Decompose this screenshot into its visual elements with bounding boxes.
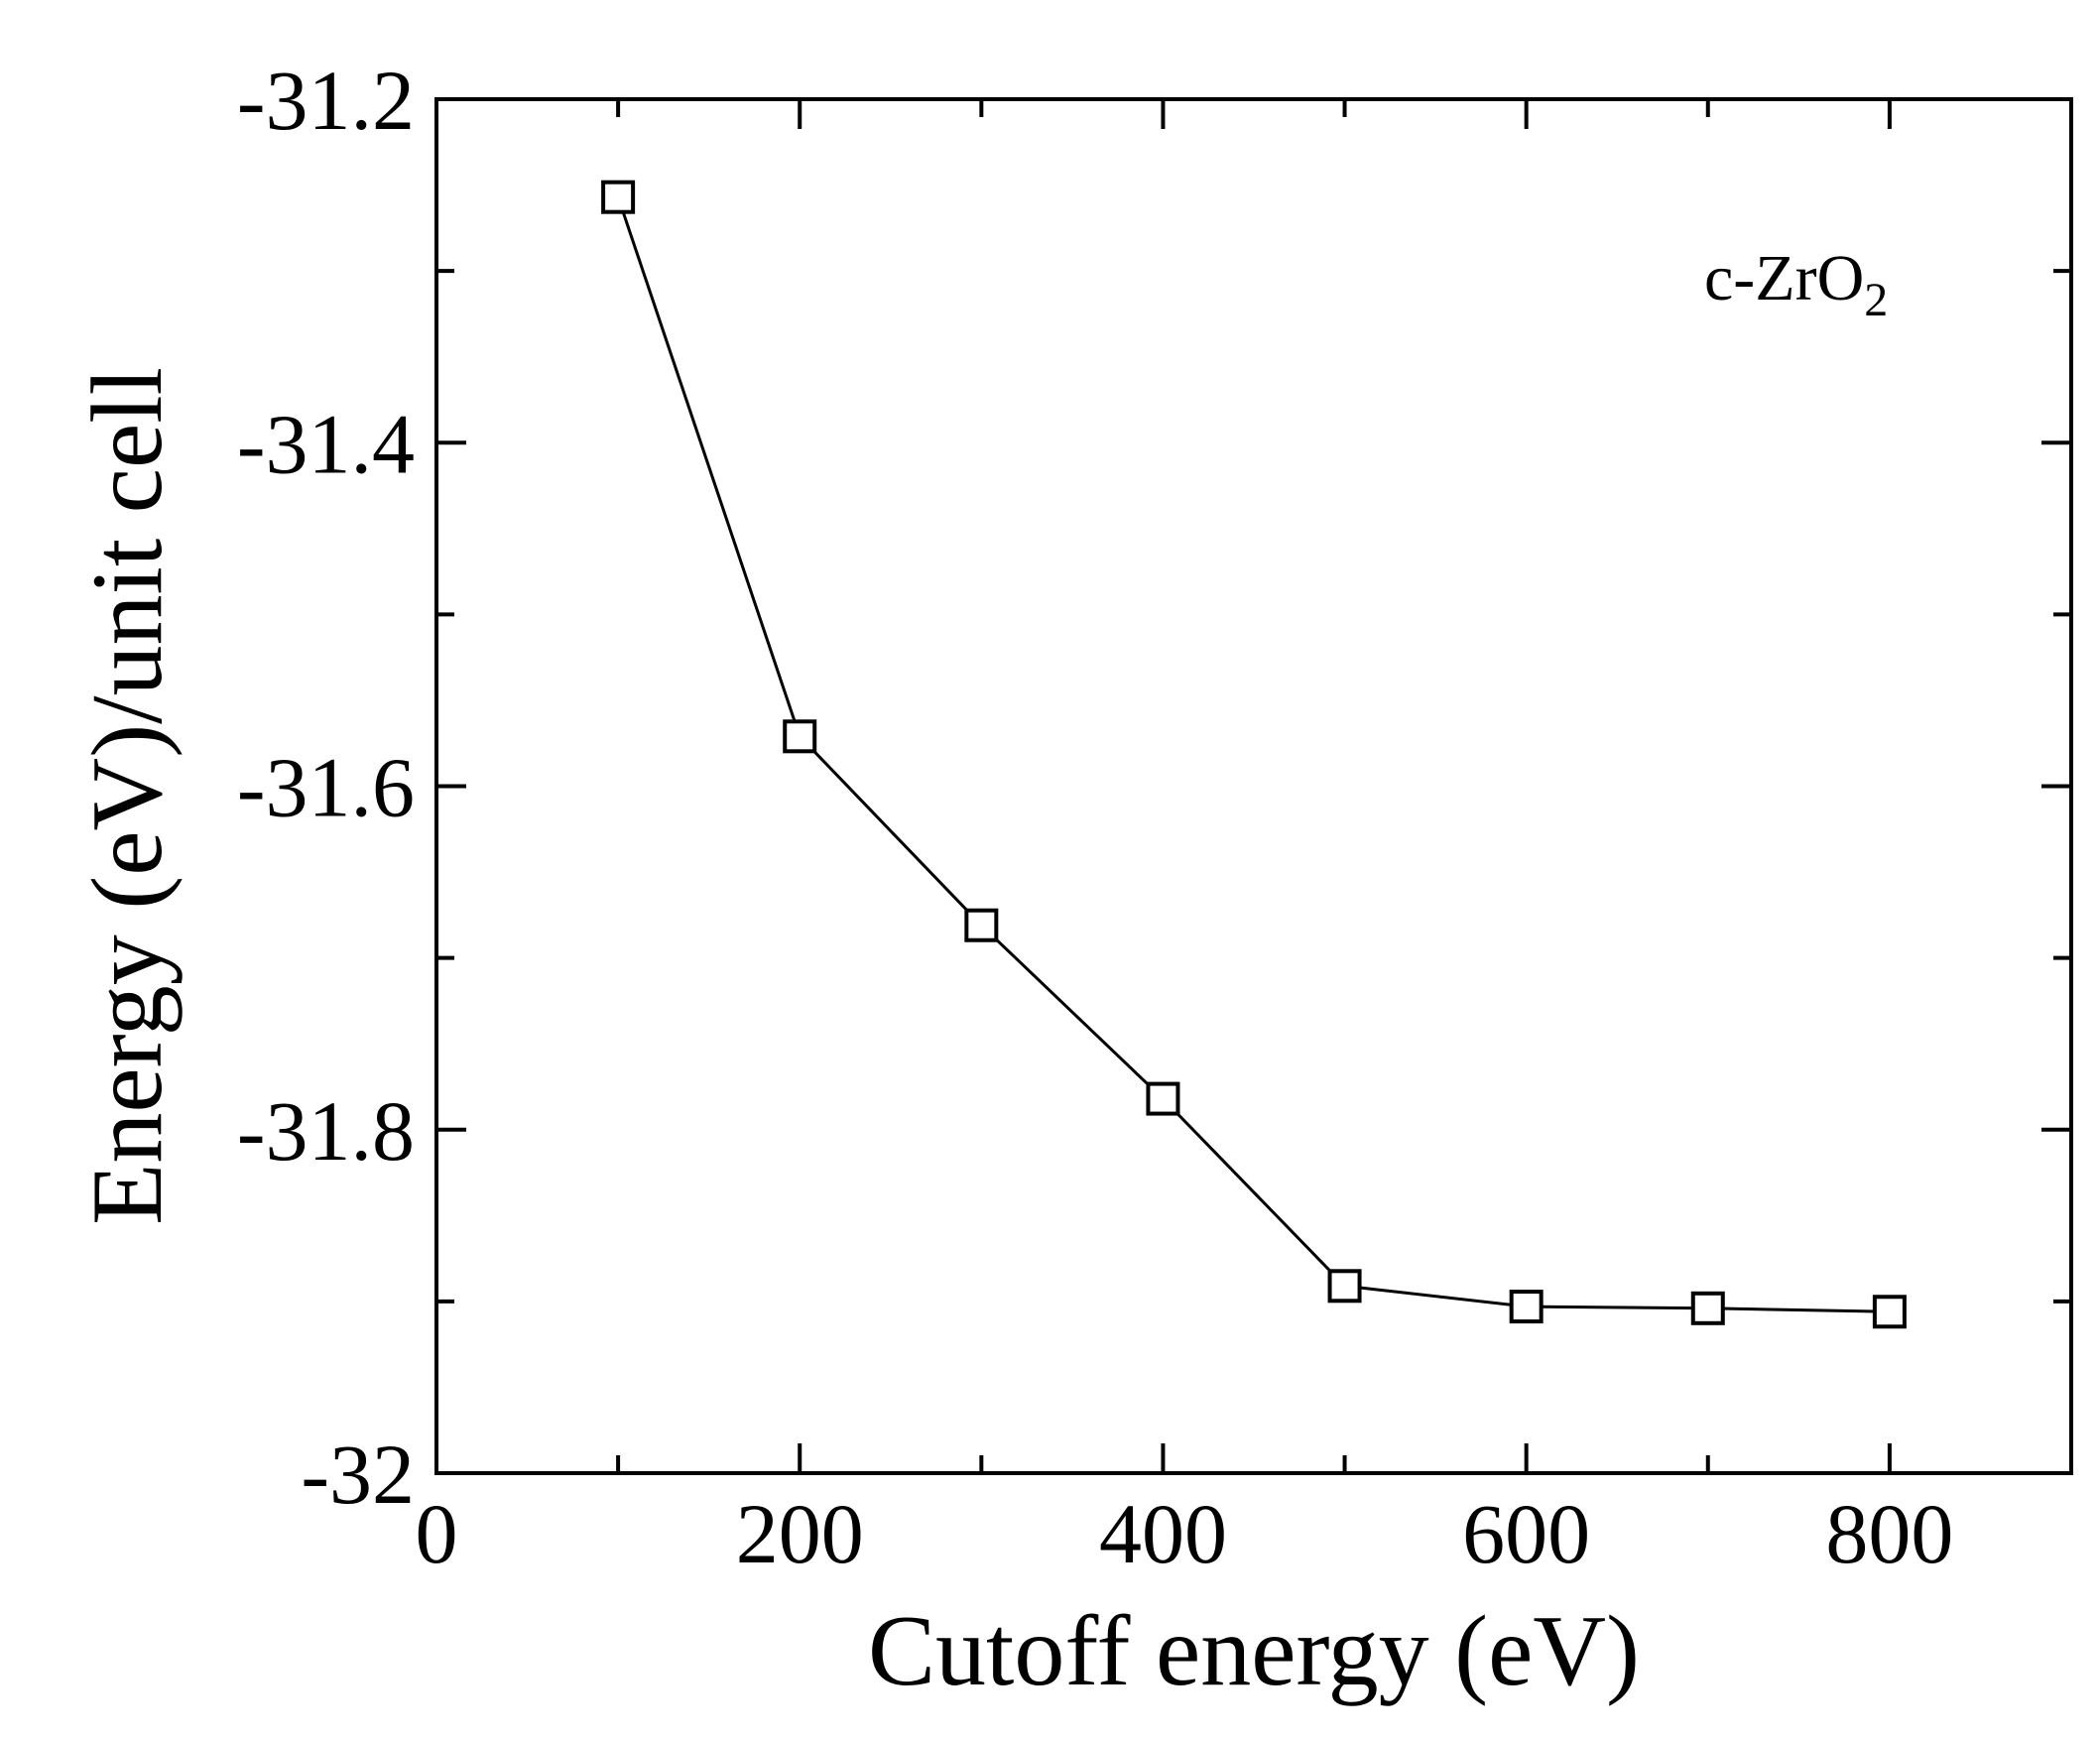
y-axis-title: Energy (eV)/unit cell bbox=[71, 367, 184, 1225]
x-tick-label: 400 bbox=[1099, 1486, 1227, 1581]
x-tick-label: 0 bbox=[416, 1486, 458, 1581]
series-line bbox=[616, 196, 1890, 1313]
y-tick-label: -31.8 bbox=[237, 1083, 415, 1179]
annotation-main: c-ZrO bbox=[1704, 242, 1864, 314]
y-tick-label: -32 bbox=[301, 1427, 415, 1522]
data-point-marker bbox=[1327, 1269, 1362, 1304]
data-point-marker bbox=[1690, 1291, 1725, 1325]
y-tick-label: -31.4 bbox=[237, 396, 415, 491]
data-point-marker bbox=[1872, 1295, 1907, 1329]
x-axis-title: Cutoff energy (eV) bbox=[868, 1595, 1640, 1707]
data-point-marker bbox=[964, 908, 999, 942]
y-tick-label: -31.6 bbox=[237, 740, 415, 835]
data-point-marker bbox=[601, 180, 636, 214]
data-point-marker bbox=[1509, 1290, 1544, 1324]
x-tick-label: 800 bbox=[1825, 1486, 1953, 1581]
chart-annotation: c-ZrO2 bbox=[1704, 242, 1888, 326]
annotation-subscript: 2 bbox=[1864, 274, 1888, 326]
x-tick-label: 200 bbox=[736, 1486, 864, 1581]
y-tick-label: -31.2 bbox=[237, 53, 415, 148]
data-point-marker bbox=[783, 719, 817, 754]
data-point-marker bbox=[1146, 1081, 1180, 1116]
x-tick-label: 600 bbox=[1462, 1486, 1590, 1581]
